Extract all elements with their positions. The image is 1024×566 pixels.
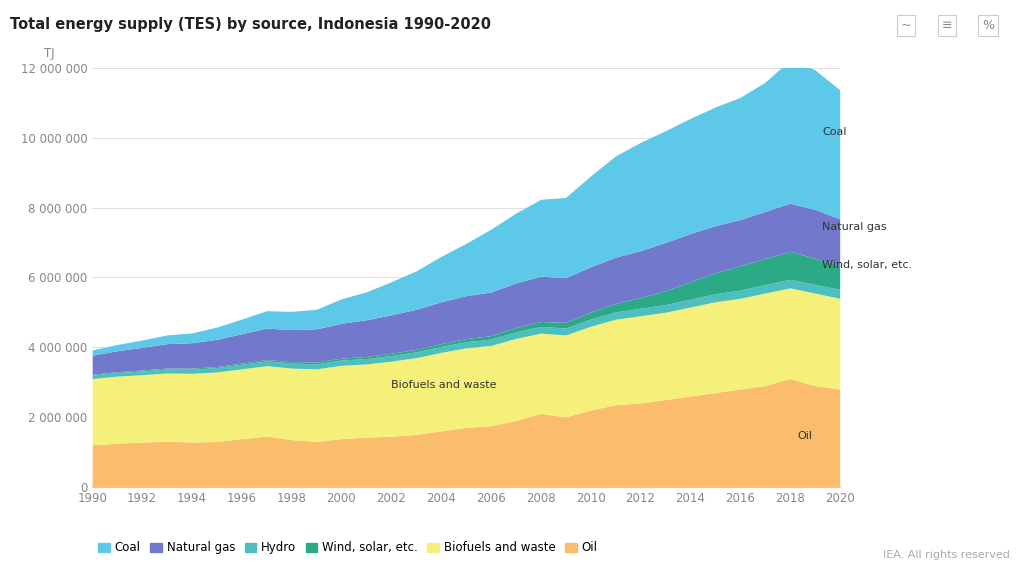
Text: Total energy supply (TES) by source, Indonesia 1990-2020: Total energy supply (TES) by source, Ind… <box>10 17 492 32</box>
Text: %: % <box>982 19 994 32</box>
Text: ~: ~ <box>901 19 911 32</box>
Text: Natural gas: Natural gas <box>822 222 887 232</box>
Text: IEA. All rights reserved.: IEA. All rights reserved. <box>884 550 1014 560</box>
Text: TJ: TJ <box>44 46 54 59</box>
Text: Oil: Oil <box>798 431 812 441</box>
Legend: Coal, Natural gas, Hydro, Wind, solar, etc., Biofuels and waste, Oil: Coal, Natural gas, Hydro, Wind, solar, e… <box>98 541 598 554</box>
Text: ≡: ≡ <box>942 19 952 32</box>
Text: Coal: Coal <box>822 127 847 136</box>
Text: Wind, solar, etc.: Wind, solar, etc. <box>822 260 912 271</box>
Text: Biofuels and waste: Biofuels and waste <box>391 380 497 389</box>
